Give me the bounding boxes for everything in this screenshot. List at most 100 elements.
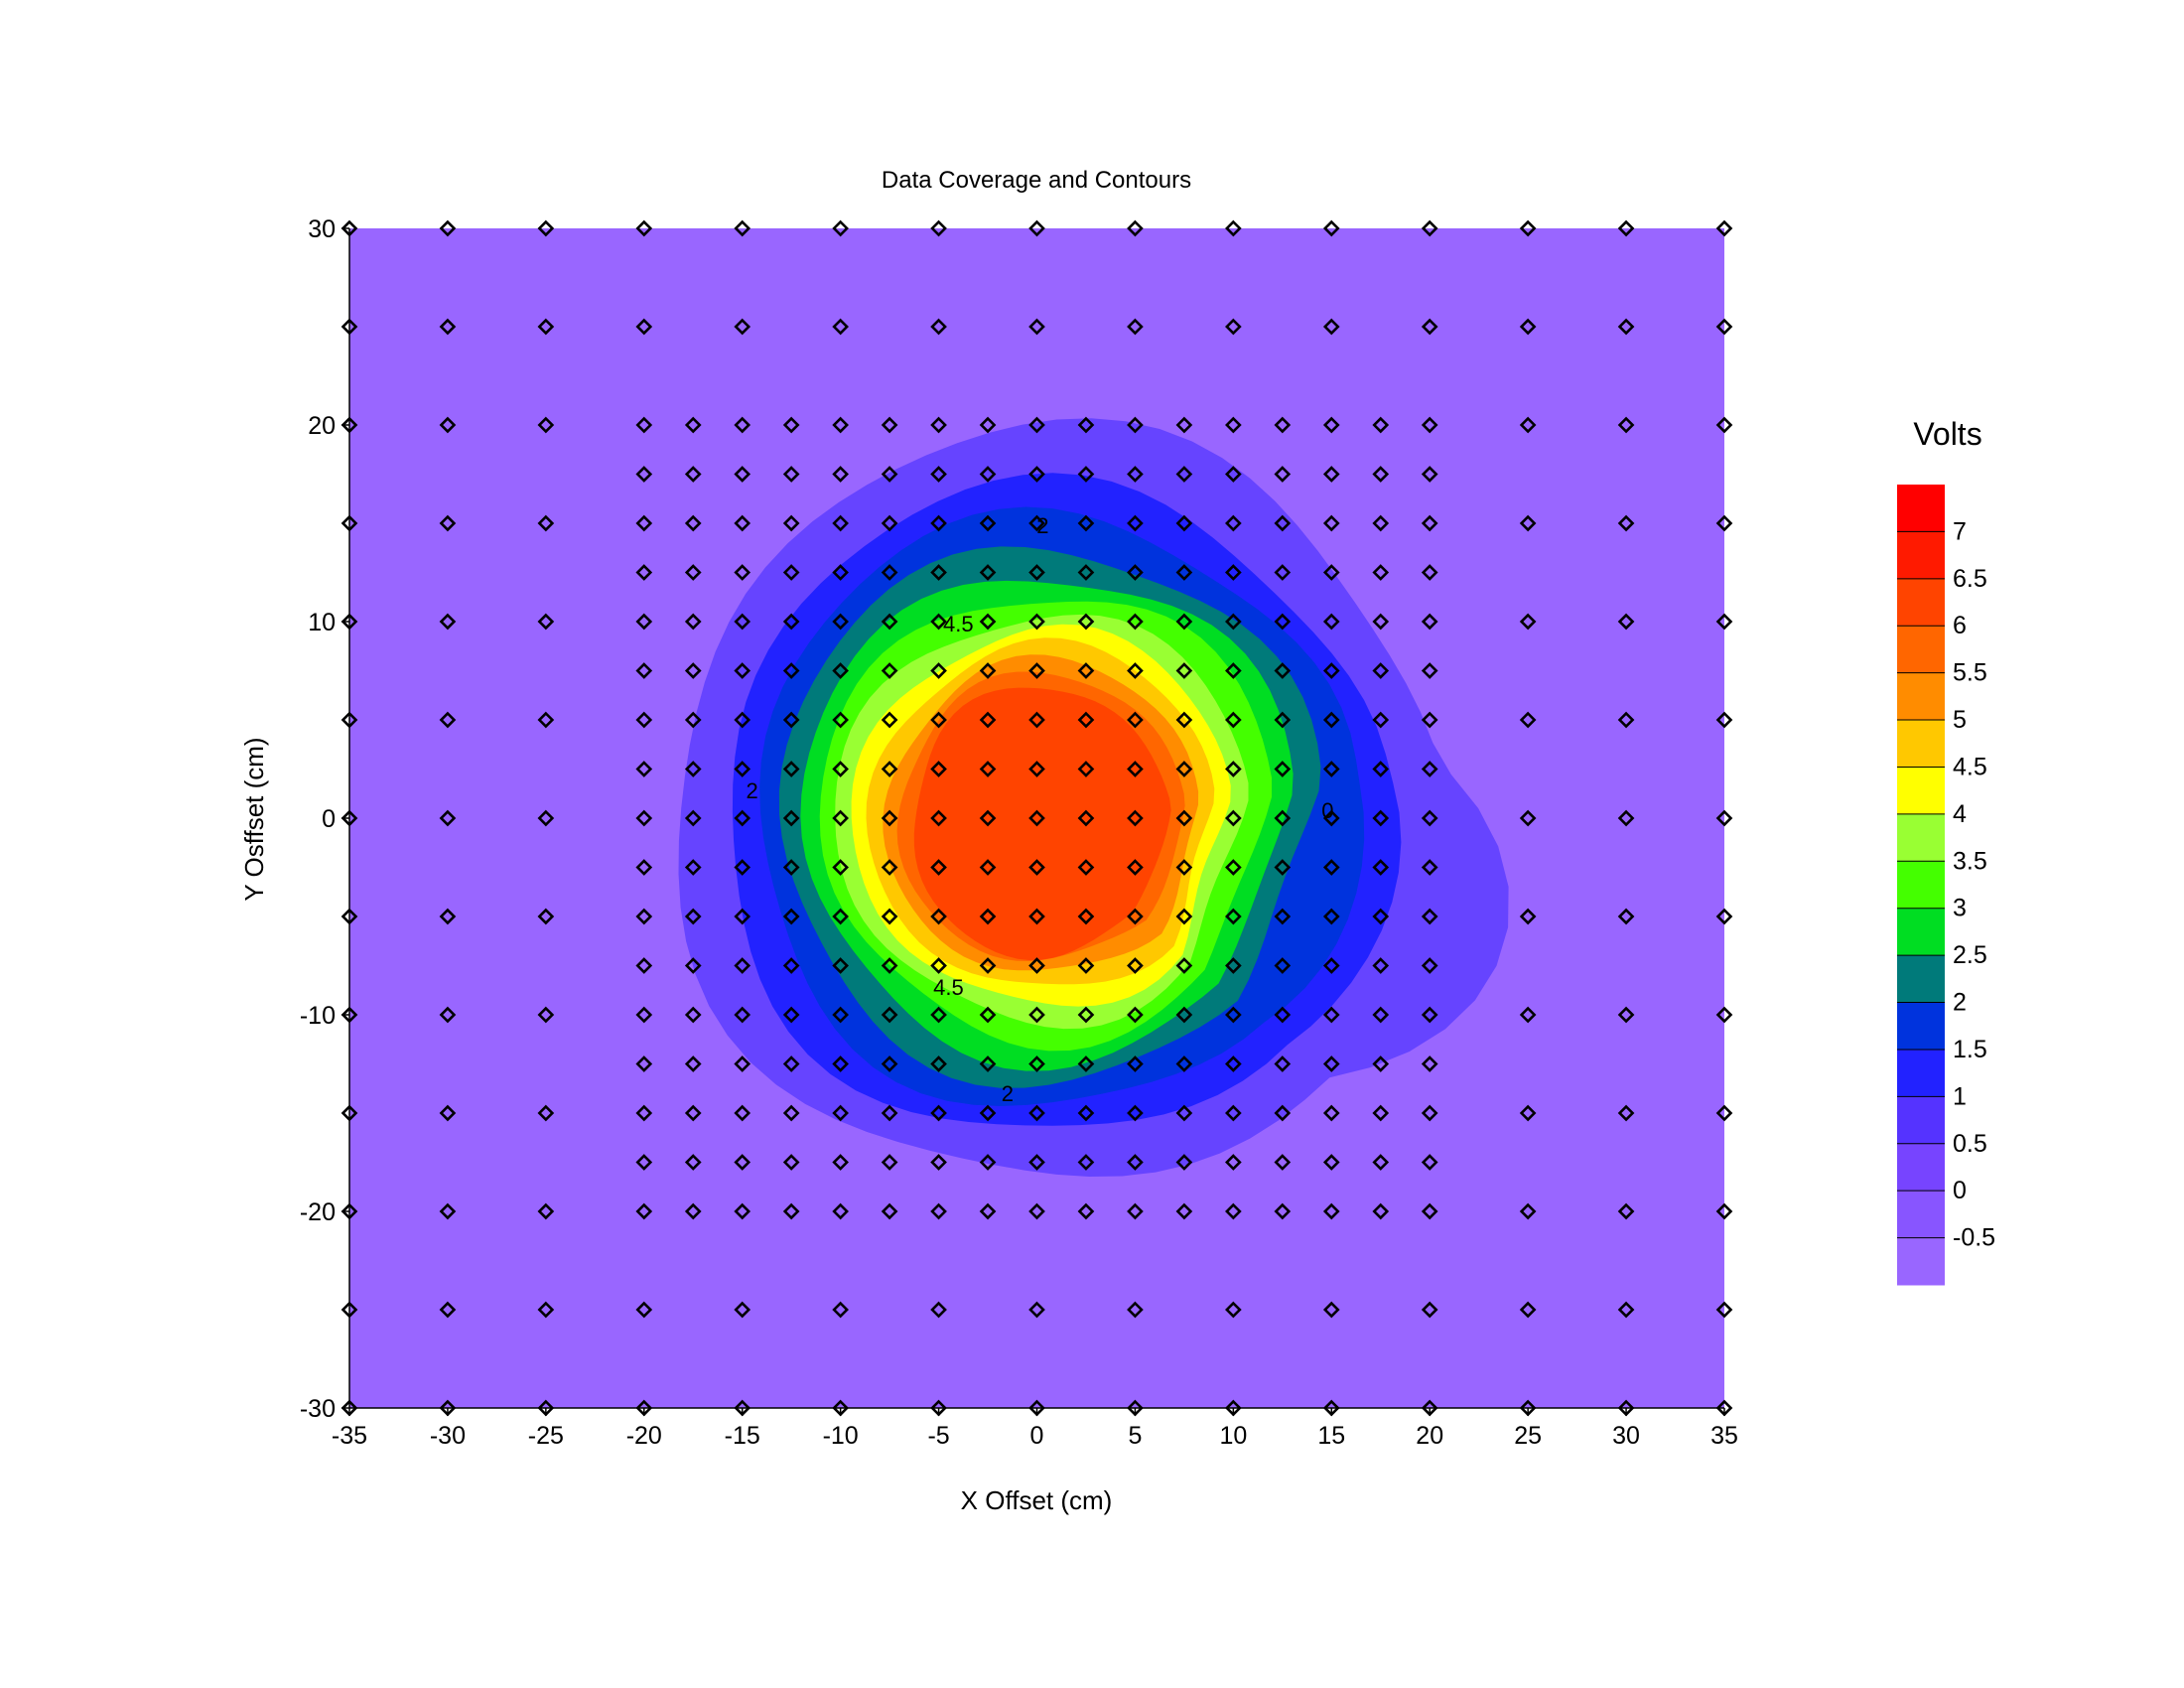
sample-point — [782, 761, 800, 777]
sample-point — [1372, 1154, 1390, 1171]
sample-point — [1127, 1006, 1144, 1024]
sample-point — [1322, 613, 1340, 631]
colorbar-segment — [1897, 672, 1945, 721]
sample-point — [1127, 809, 1144, 827]
sample-point — [1421, 957, 1438, 974]
sample-point — [1715, 908, 1733, 925]
sample-point — [1077, 662, 1095, 679]
colorbar-tick-label: 6 — [1953, 612, 1967, 639]
sample-point — [1322, 466, 1340, 483]
x-tick-label: 25 — [1514, 1422, 1542, 1450]
sample-point — [734, 1104, 751, 1122]
sample-point — [635, 1104, 653, 1122]
sample-point — [635, 1055, 653, 1072]
sample-point — [1274, 1202, 1292, 1220]
sample-point — [684, 957, 702, 974]
sample-point — [439, 711, 457, 729]
sample-point — [1028, 908, 1045, 925]
sample-point — [635, 1006, 653, 1024]
sample-point — [439, 514, 457, 532]
y-tick-label: 0 — [322, 805, 336, 833]
colorbar-segment — [1897, 626, 1945, 674]
sample-point — [881, 859, 898, 876]
sample-point — [1225, 761, 1242, 777]
sample-point — [881, 514, 898, 532]
sample-point — [1077, 613, 1095, 631]
sample-point — [1372, 859, 1390, 876]
sample-point — [1519, 1104, 1537, 1122]
sample-point — [782, 613, 800, 631]
colorbar-tick-label: 4 — [1953, 800, 1967, 828]
sample-point — [1028, 1154, 1045, 1171]
colorbar-tick-label: 2.5 — [1953, 941, 1987, 969]
sample-point — [635, 466, 653, 483]
sample-point — [1274, 1154, 1292, 1171]
sample-point — [734, 957, 751, 974]
sample-point — [979, 1104, 997, 1122]
sample-point — [979, 1154, 997, 1171]
sample-point — [1175, 1104, 1193, 1122]
sample-point — [881, 957, 898, 974]
colorbar: 7 6.5 6 5.5 5 4.5 4 3.5 3 2.5 2 1.5 1 0.5 0 -0.5 — [1897, 485, 1995, 1286]
colorbar-tick-label: 2 — [1953, 989, 1967, 1017]
sample-point — [684, 908, 702, 925]
y-tick-label: 30 — [308, 215, 336, 243]
sample-point — [1617, 1104, 1635, 1122]
sample-point — [439, 1104, 457, 1122]
sample-point — [734, 1055, 751, 1072]
sample-point — [881, 1055, 898, 1072]
sample-point — [1322, 859, 1340, 876]
sample-point — [832, 957, 849, 974]
sample-point — [782, 859, 800, 876]
sample-point — [1028, 809, 1045, 827]
x-tick-label: 0 — [1030, 1422, 1044, 1450]
sample-point — [1225, 908, 1242, 925]
sample-point — [881, 466, 898, 483]
sample-point — [1077, 859, 1095, 876]
chart-title: Data Coverage and Contours — [882, 167, 1191, 194]
sample-point — [1274, 957, 1292, 974]
sample-point — [1175, 466, 1193, 483]
x-tick-label: 30 — [1612, 1422, 1640, 1450]
sample-point — [1077, 761, 1095, 777]
sample-point — [537, 1006, 555, 1024]
sample-point — [1028, 1202, 1045, 1220]
sample-point — [1127, 466, 1144, 483]
x-tick-label: -35 — [332, 1422, 367, 1450]
sample-point — [684, 761, 702, 777]
sample-point — [1421, 1202, 1438, 1220]
sample-point — [930, 761, 947, 777]
colorbar-segment — [1897, 1237, 1945, 1286]
sample-point — [1274, 662, 1292, 679]
sample-point — [1175, 662, 1193, 679]
sample-point — [832, 711, 849, 729]
sample-point — [1175, 761, 1193, 777]
sample-point — [635, 662, 653, 679]
sample-point — [439, 908, 457, 925]
sample-point — [881, 1104, 898, 1122]
sample-point — [1421, 908, 1438, 925]
sample-point — [832, 662, 849, 679]
sample-point — [930, 514, 947, 532]
sample-point — [439, 613, 457, 631]
sample-point — [1322, 219, 1340, 237]
sample-point — [1421, 1154, 1438, 1171]
sample-point — [930, 613, 947, 631]
sample-point — [1372, 761, 1390, 777]
sample-point — [1028, 613, 1045, 631]
x-tick-label: -10 — [823, 1422, 859, 1450]
sample-point — [1274, 466, 1292, 483]
sample-point — [1421, 514, 1438, 532]
sample-point — [1225, 859, 1242, 876]
sample-point — [881, 711, 898, 729]
sample-point — [1421, 1055, 1438, 1072]
x-tick-label: 5 — [1128, 1422, 1142, 1450]
colorbar-tick-label: 1 — [1953, 1082, 1967, 1110]
sample-point — [1077, 416, 1095, 434]
sample-point — [1421, 564, 1438, 581]
sample-point — [1127, 564, 1144, 581]
sample-point — [1617, 416, 1635, 434]
sample-point — [1617, 318, 1635, 336]
sample-point — [832, 859, 849, 876]
